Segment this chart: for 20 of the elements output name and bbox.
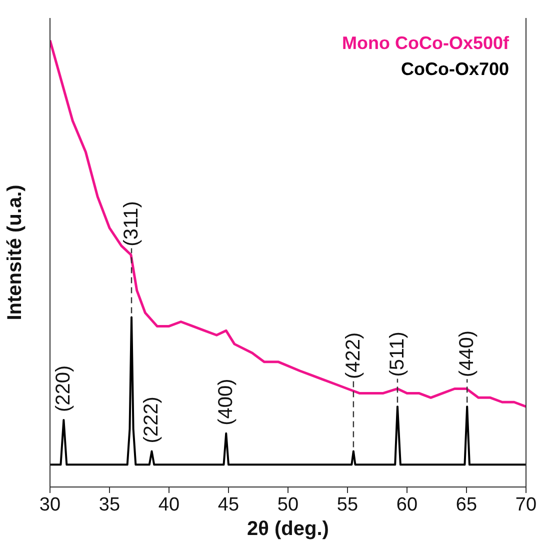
annotation: (440)	[456, 330, 478, 378]
text: Mono CoCo-Ox500f	[342, 32, 509, 55]
annotation: (220)	[52, 365, 75, 412]
annotation: (311)	[120, 201, 143, 246]
x-tick-label: 45	[218, 494, 240, 516]
text: CoCo-Ox700	[400, 58, 509, 81]
x-tick-label: 60	[396, 494, 418, 516]
x-axis-title: 2θ (deg.)	[247, 518, 329, 540]
x-tick-label: 65	[456, 494, 478, 516]
annotation: (222)	[140, 396, 163, 444]
x-tick-label: 40	[158, 494, 180, 516]
x-tick-label: 35	[98, 494, 120, 516]
y-axis-title: Intensité (u.a.)	[4, 184, 26, 320]
annotation: (511)	[386, 332, 408, 377]
x-tick-label: 70	[515, 494, 537, 516]
annotation: (422)	[342, 332, 364, 379]
x-tick-label: 55	[336, 494, 358, 516]
x-tick-label: 30	[39, 494, 61, 516]
x-tick-label: 50	[277, 494, 299, 516]
annotation: (400)	[215, 378, 238, 426]
